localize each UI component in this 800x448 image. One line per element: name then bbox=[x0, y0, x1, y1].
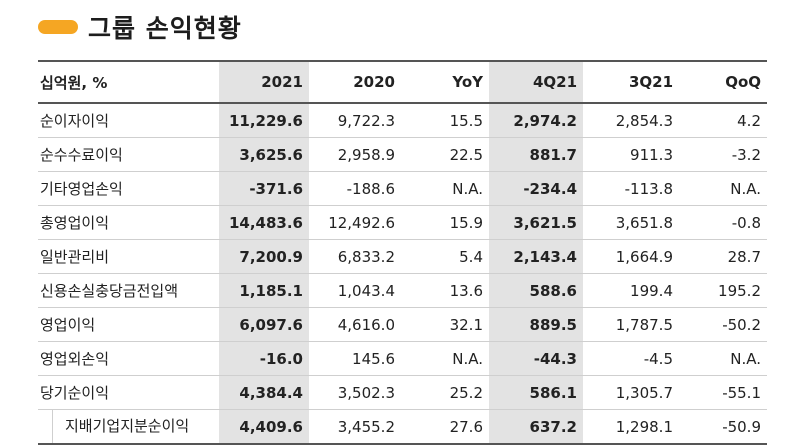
table-header-row: 십억원, % 2021 2020 YoY 4Q21 3Q21 QoQ bbox=[38, 60, 767, 104]
cell-3q21: 199.4 bbox=[583, 273, 679, 308]
header-2021: 2021 bbox=[219, 60, 309, 104]
table-row: 총영업이익 14,483.6 12,492.6 15.9 3,621.5 3,6… bbox=[38, 205, 767, 240]
cell-qoq: -3.2 bbox=[679, 137, 767, 172]
table-row: 일반관리비 7,200.9 6,833.2 5.4 2,143.4 1,664.… bbox=[38, 239, 767, 274]
cell-3q21: 2,854.3 bbox=[583, 103, 679, 138]
cell-4q21: 588.6 bbox=[489, 273, 583, 308]
cell-2020: -188.6 bbox=[309, 171, 401, 206]
cell-yoy: 22.5 bbox=[401, 137, 489, 172]
cell-qoq: -50.9 bbox=[679, 409, 767, 445]
row-label: 순이자이익 bbox=[38, 103, 219, 138]
cell-yoy: 5.4 bbox=[401, 239, 489, 274]
cell-yoy: N.A. bbox=[401, 171, 489, 206]
cell-yoy: 25.2 bbox=[401, 375, 489, 410]
cell-3q21: 1,664.9 bbox=[583, 239, 679, 274]
cell-4q21: 3,621.5 bbox=[489, 205, 583, 240]
cell-3q21: 1,298.1 bbox=[583, 409, 679, 445]
row-label: 기타영업손익 bbox=[38, 171, 219, 206]
cell-qoq: 28.7 bbox=[679, 239, 767, 274]
cell-2021: -371.6 bbox=[219, 171, 309, 206]
table-row: 당기순이익 4,384.4 3,502.3 25.2 586.1 1,305.7… bbox=[38, 375, 767, 410]
cell-2020: 9,722.3 bbox=[309, 103, 401, 138]
cell-2020: 3,502.3 bbox=[309, 375, 401, 410]
cell-2020: 2,958.9 bbox=[309, 137, 401, 172]
cell-2020: 4,616.0 bbox=[309, 307, 401, 342]
cell-2021: 1,185.1 bbox=[219, 273, 309, 308]
cell-2020: 6,833.2 bbox=[309, 239, 401, 274]
table-row: 영업외손익 -16.0 145.6 N.A. -44.3 -4.5 N.A. bbox=[38, 341, 767, 376]
cell-2021: 11,229.6 bbox=[219, 103, 309, 138]
income-table-container: 십억원, % 2021 2020 YoY 4Q21 3Q21 QoQ 순이자이익… bbox=[38, 60, 767, 445]
cell-4q21: 637.2 bbox=[489, 409, 583, 445]
cell-yoy: 32.1 bbox=[401, 307, 489, 342]
cell-4q21: 586.1 bbox=[489, 375, 583, 410]
cell-2021: 14,483.6 bbox=[219, 205, 309, 240]
cell-qoq: -55.1 bbox=[679, 375, 767, 410]
cell-4q21: 889.5 bbox=[489, 307, 583, 342]
cell-qoq: -50.2 bbox=[679, 307, 767, 342]
table-row: 영업이익 6,097.6 4,616.0 32.1 889.5 1,787.5 … bbox=[38, 307, 767, 342]
row-label: 당기순이익 bbox=[38, 375, 219, 410]
cell-yoy: 13.6 bbox=[401, 273, 489, 308]
row-label: 영업이익 bbox=[38, 307, 219, 342]
cell-qoq: -0.8 bbox=[679, 205, 767, 240]
table-row: 순이자이익 11,229.6 9,722.3 15.5 2,974.2 2,85… bbox=[38, 103, 767, 138]
table-row: 순수수료이익 3,625.6 2,958.9 22.5 881.7 911.3 … bbox=[38, 137, 767, 172]
row-label-container: 지배기업지분순이익 bbox=[38, 409, 219, 445]
cell-2021: 4,384.4 bbox=[219, 375, 309, 410]
cell-4q21: 2,974.2 bbox=[489, 103, 583, 138]
cell-4q21: -234.4 bbox=[489, 171, 583, 206]
cell-yoy: 15.9 bbox=[401, 205, 489, 240]
cell-2021: 7,200.9 bbox=[219, 239, 309, 274]
cell-3q21: 1,305.7 bbox=[583, 375, 679, 410]
cell-2020: 3,455.2 bbox=[309, 409, 401, 445]
cell-qoq: N.A. bbox=[679, 341, 767, 376]
table-row: 지배기업지분순이익 4,409.6 3,455.2 27.6 637.2 1,2… bbox=[38, 409, 767, 445]
row-label: 신용손실충당금전입액 bbox=[38, 273, 219, 308]
cell-3q21: -4.5 bbox=[583, 341, 679, 376]
cell-yoy: N.A. bbox=[401, 341, 489, 376]
page-title: 그룹 손익현황 bbox=[88, 14, 242, 43]
cell-2020: 1,043.4 bbox=[309, 273, 401, 308]
row-label: 총영업이익 bbox=[38, 205, 219, 240]
income-table: 십억원, % 2021 2020 YoY 4Q21 3Q21 QoQ 순이자이익… bbox=[38, 60, 767, 445]
cell-2020: 145.6 bbox=[309, 341, 401, 376]
header-3q21: 3Q21 bbox=[583, 60, 679, 104]
cell-2021: 3,625.6 bbox=[219, 137, 309, 172]
cell-2020: 12,492.6 bbox=[309, 205, 401, 240]
table-row: 기타영업손익 -371.6 -188.6 N.A. -234.4 -113.8 … bbox=[38, 171, 767, 206]
cell-2021: 6,097.6 bbox=[219, 307, 309, 342]
cell-yoy: 27.6 bbox=[401, 409, 489, 445]
row-label: 영업외손익 bbox=[38, 341, 219, 376]
header-qoq: QoQ bbox=[679, 60, 767, 104]
header-2020: 2020 bbox=[309, 60, 401, 104]
cell-2021: -16.0 bbox=[219, 341, 309, 376]
header-unit: 십억원, % bbox=[38, 60, 219, 104]
cell-3q21: 911.3 bbox=[583, 137, 679, 172]
row-label: 일반관리비 bbox=[38, 239, 219, 274]
cell-3q21: -113.8 bbox=[583, 171, 679, 206]
title-accent-pill bbox=[38, 20, 78, 34]
header-4q21: 4Q21 bbox=[489, 60, 583, 104]
row-label: 순수수료이익 bbox=[38, 137, 219, 172]
page-header: 그룹 손익현황 bbox=[38, 8, 242, 46]
cell-4q21: 2,143.4 bbox=[489, 239, 583, 274]
cell-qoq: 4.2 bbox=[679, 103, 767, 138]
cell-yoy: 15.5 bbox=[401, 103, 489, 138]
cell-3q21: 1,787.5 bbox=[583, 307, 679, 342]
cell-3q21: 3,651.8 bbox=[583, 205, 679, 240]
cell-qoq: N.A. bbox=[679, 171, 767, 206]
cell-4q21: -44.3 bbox=[489, 341, 583, 376]
cell-4q21: 881.7 bbox=[489, 137, 583, 172]
cell-qoq: 195.2 bbox=[679, 273, 767, 308]
row-label: 지배기업지분순이익 bbox=[52, 410, 189, 443]
cell-2021: 4,409.6 bbox=[219, 409, 309, 445]
header-yoy: YoY bbox=[401, 60, 489, 104]
table-row: 신용손실충당금전입액 1,185.1 1,043.4 13.6 588.6 19… bbox=[38, 273, 767, 308]
